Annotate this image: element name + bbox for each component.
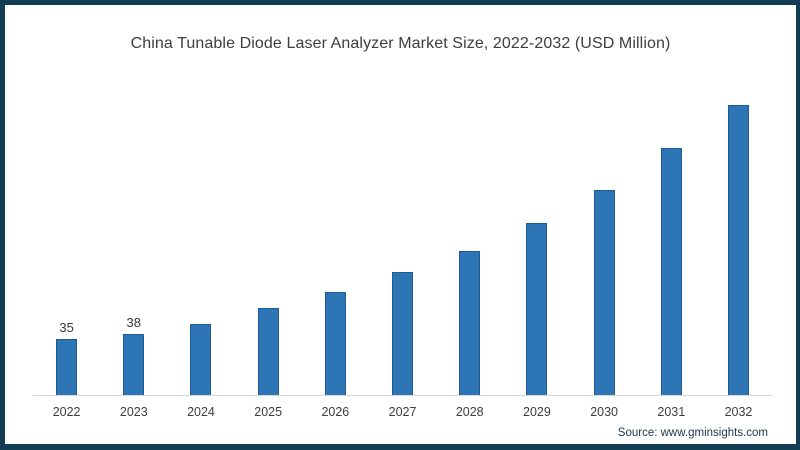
x-tick-label: 2032: [724, 405, 753, 419]
x-tick-label: 2024: [187, 405, 215, 419]
bar-slot: [302, 86, 369, 396]
x-tick-label: 2029: [523, 405, 551, 419]
bar-2027: [392, 272, 414, 396]
x-tick-label: 2023: [119, 405, 148, 419]
bar-2022: [56, 339, 78, 396]
plot-area: 35 38: [33, 86, 772, 396]
bar-slot: [436, 86, 503, 396]
x-tick-label: 2031: [657, 405, 686, 419]
bar-slot: [369, 86, 436, 396]
source-credit: Source: www.gminsights.com: [617, 427, 768, 439]
bar-slot: [503, 86, 570, 396]
bar-2032: [727, 105, 749, 396]
bar-slot: [705, 86, 772, 396]
bar-slot: [571, 86, 638, 396]
bar-2023: [123, 334, 145, 396]
x-tick-label: 2028: [455, 405, 484, 419]
bar-2029: [526, 223, 548, 396]
bar-slot: 35: [33, 86, 100, 396]
x-tick-label: 2022: [52, 405, 81, 419]
x-axis-line: [33, 395, 772, 396]
bar-2031: [660, 148, 682, 396]
chart-title: China Tunable Diode Laser Analyzer Marke…: [130, 35, 671, 52]
bar-value-label: 38: [126, 315, 142, 330]
x-tick-label: 2030: [590, 405, 618, 419]
bar-2030: [593, 190, 615, 396]
x-tick-label: 2025: [254, 405, 283, 419]
bar-2028: [459, 251, 481, 396]
bar-value-label: 35: [59, 320, 74, 335]
bar-slot: [167, 86, 234, 396]
bar-slot: [235, 86, 302, 396]
bar-2025: [257, 308, 279, 396]
x-axis-labels: 2022 2023 2024 2025 2026 2027 2028 2029 2030 2031…: [33, 405, 772, 419]
bar-slot: [638, 86, 705, 396]
x-tick-label: 2026: [321, 405, 350, 419]
x-tick-label: 2027: [388, 405, 417, 419]
bar-slot: 38: [100, 86, 167, 396]
bar-2026: [324, 292, 346, 396]
bar-2024: [190, 324, 212, 396]
